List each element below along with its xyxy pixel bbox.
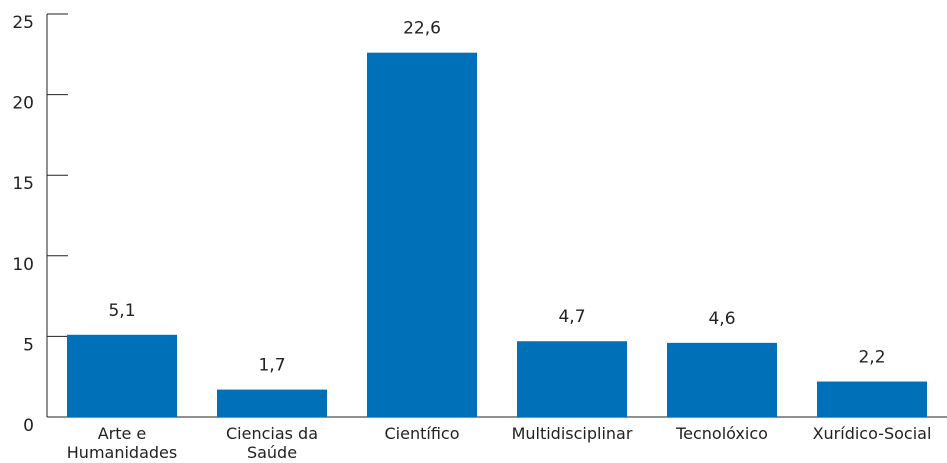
bar: [667, 342, 777, 417]
bar: [67, 334, 177, 417]
bar: [817, 381, 927, 417]
y-tick-label: 25: [12, 13, 34, 33]
x-tick-label: Científico: [384, 424, 460, 443]
x-tick-label: Tecnolóxico: [676, 424, 768, 443]
y-tick-label: 5: [23, 335, 34, 355]
y-tick-label: 15: [12, 174, 34, 194]
value-label: 2,2: [858, 348, 885, 368]
x-tick-label: Ciencias da Saúde: [225, 424, 319, 462]
bar: [217, 389, 327, 417]
value-label: 5,1: [108, 301, 135, 321]
bar: [367, 52, 477, 418]
x-tick-label: Xurídico-Social: [812, 424, 932, 443]
y-tick-label: 20: [12, 94, 34, 114]
value-label: 1,7: [258, 356, 285, 376]
y-tick-label: 0: [23, 416, 34, 436]
value-label: 22,6: [403, 19, 441, 39]
bar: [517, 341, 627, 417]
x-tick-label: Multidisciplinar: [511, 424, 633, 443]
y-tick-label: 10: [12, 255, 34, 275]
value-label: 4,7: [558, 307, 585, 327]
x-tick-label: Arte e Humanidades: [66, 424, 178, 462]
value-label: 4,6: [708, 309, 735, 329]
